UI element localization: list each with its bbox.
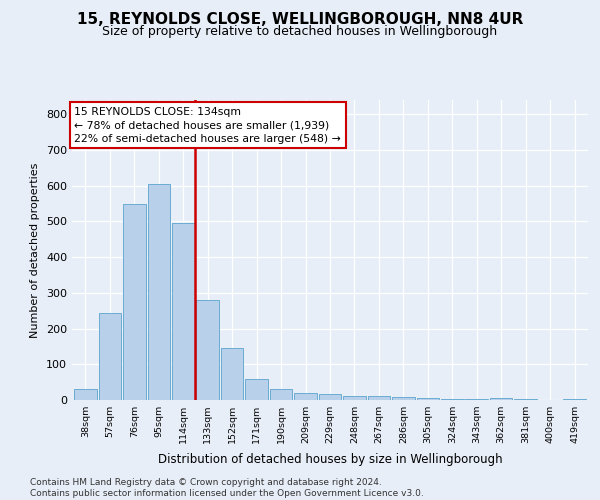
Bar [123, 204, 146, 400]
Bar [368, 396, 390, 400]
Bar [294, 393, 317, 400]
Bar [74, 390, 97, 400]
Bar [270, 390, 292, 400]
Bar [392, 397, 415, 400]
Bar [563, 399, 586, 400]
Bar [441, 398, 464, 400]
Bar [98, 312, 121, 400]
Bar [221, 348, 244, 400]
Bar [466, 399, 488, 400]
Text: 15 REYNOLDS CLOSE: 134sqm
← 78% of detached houses are smaller (1,939)
22% of se: 15 REYNOLDS CLOSE: 134sqm ← 78% of detac… [74, 107, 341, 144]
Text: Size of property relative to detached houses in Wellingborough: Size of property relative to detached ho… [103, 25, 497, 38]
Text: Contains HM Land Registry data © Crown copyright and database right 2024.
Contai: Contains HM Land Registry data © Crown c… [30, 478, 424, 498]
Bar [148, 184, 170, 400]
Text: Distribution of detached houses by size in Wellingborough: Distribution of detached houses by size … [158, 452, 502, 466]
Bar [490, 398, 512, 400]
Bar [196, 300, 219, 400]
Bar [319, 394, 341, 400]
Bar [172, 223, 194, 400]
Y-axis label: Number of detached properties: Number of detached properties [31, 162, 40, 338]
Bar [245, 378, 268, 400]
Bar [416, 398, 439, 400]
Text: 15, REYNOLDS CLOSE, WELLINGBOROUGH, NN8 4UR: 15, REYNOLDS CLOSE, WELLINGBOROUGH, NN8 … [77, 12, 523, 28]
Bar [343, 396, 366, 400]
